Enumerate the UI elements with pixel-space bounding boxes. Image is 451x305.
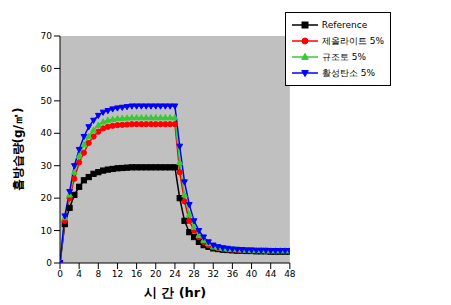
svg-text:0: 0 bbox=[57, 269, 63, 279]
html-text:Reference: Reference bbox=[321, 20, 368, 30]
svg-text:시 간 (hr): 시 간 (hr) bbox=[144, 285, 207, 300]
svg-text:70: 70 bbox=[41, 31, 53, 41]
svg-text:12: 12 bbox=[112, 269, 123, 279]
svg-text:36: 36 bbox=[227, 269, 239, 279]
svg-text:20: 20 bbox=[150, 269, 162, 279]
html-text:제올라이트 5%: 제올라이트 5% bbox=[321, 35, 384, 46]
svg-text:32: 32 bbox=[208, 269, 219, 279]
svg-text:4: 4 bbox=[76, 269, 82, 279]
svg-text:24: 24 bbox=[169, 269, 181, 279]
svg-text:60: 60 bbox=[41, 64, 53, 74]
svg-text:44: 44 bbox=[265, 269, 277, 279]
svg-text:40: 40 bbox=[246, 269, 258, 279]
svg-text:10: 10 bbox=[41, 226, 53, 236]
html-text:규조토 5%: 규조토 5% bbox=[321, 51, 366, 62]
html-text:활성탄소 5%: 활성탄소 5% bbox=[321, 67, 375, 78]
svg-text:8: 8 bbox=[95, 269, 101, 279]
svg-text:흡방습량(g/㎡): 흡방습량(g/㎡) bbox=[11, 108, 25, 192]
svg-text:20: 20 bbox=[41, 193, 53, 203]
svg-text:30: 30 bbox=[41, 161, 53, 171]
svg-text:40: 40 bbox=[41, 128, 53, 138]
svg-text:0: 0 bbox=[46, 258, 52, 268]
svg-text:50: 50 bbox=[41, 96, 53, 106]
svg-text:28: 28 bbox=[188, 269, 200, 279]
svg-text:48: 48 bbox=[284, 269, 296, 279]
svg-text:16: 16 bbox=[131, 269, 143, 279]
